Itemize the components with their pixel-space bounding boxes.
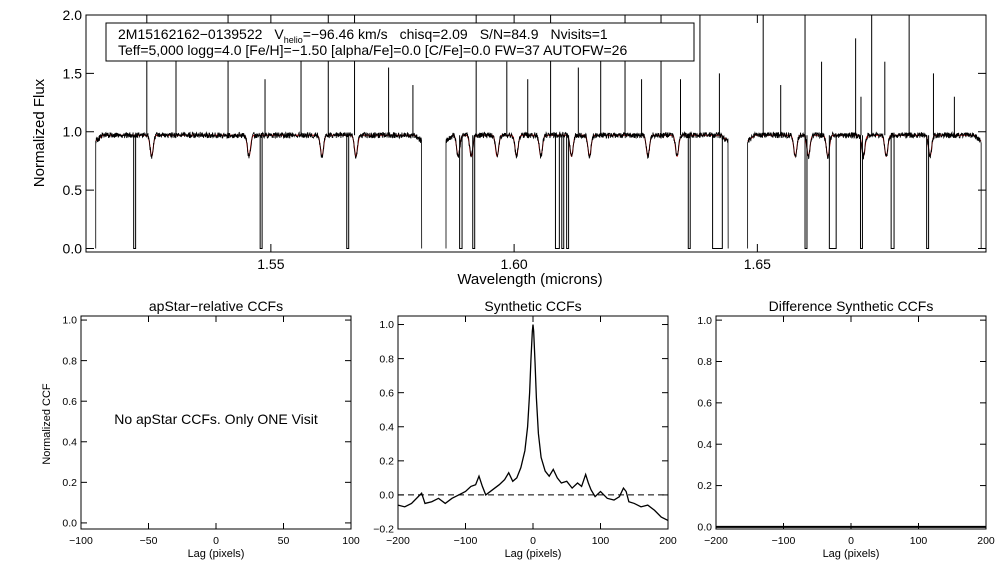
x-tick-label: −200 [704,535,728,547]
apstar-ccf-ticks: −100 −50 0 50 100 0.0 0.2 0.4 0.6 0.8 1.0 [62,315,360,547]
x-tick-label: 0 [213,535,219,547]
flux-dropout [346,135,350,249]
y-tick-label: 0.0 [63,240,83,256]
y-tick-label: 0.4 [697,439,712,451]
x-tick-label: 100 [342,535,360,547]
legend-vhelio-symbol: V [274,26,284,42]
flux-dropout [566,135,570,249]
y-tick-label: 0.5 [63,182,83,198]
spectrum-x-axis-label: Wavelength (microns) [457,271,602,288]
y-tick-label: 0.4 [379,421,394,433]
difference-ccf-axes-frame [715,315,987,530]
x-tick-label: 1.65 [744,256,771,272]
y-tick-label: 0.0 [379,490,394,502]
difference-ccf-panel: −200 −100 0 100 200 0.0 0.2 0.4 0.6 0.8 1.0 Differ… [697,298,995,560]
legend-vhelio-value: =−96.46 km/s [303,26,388,42]
legend-chisq: chisq=2.09 [400,26,468,42]
synthetic-ccf-panel: −200 −100 0 100 200 −0.2 0.0 0.2 0.4 0.6 0.8 1.0 Sy… [373,298,677,560]
flux-dropout [804,135,808,249]
synthetic-ccf-title: Synthetic CCFs [484,298,581,314]
flux-dropout [561,135,565,249]
x-tick-label: −100 [69,535,93,547]
synthetic-ccf-ticks: −200 −100 0 100 200 −0.2 0.0 0.2 0.4 0.6 0.8 1.0 [373,316,677,547]
legend-star-id: 2M15162162−0139522 [118,26,263,42]
synthetic-model-line [95,134,422,158]
x-tick-label: 200 [977,535,995,547]
x-tick-label: 100 [592,535,610,547]
x-tick-label: 0 [848,535,854,547]
apstar-ccf-x-axis-label: Lag (pixels) [188,548,245,560]
x-tick-label: 50 [278,535,290,547]
flux-dropout [926,135,930,249]
flux-dropout [890,135,895,249]
y-tick-label: 0.6 [379,387,394,399]
y-tick-label: 0.8 [62,355,77,367]
x-tick-label: −200 [386,535,410,547]
y-tick-label: 0.0 [697,522,712,534]
y-tick-label: 1.0 [697,315,712,327]
legend-nvisits: Nvisits=1 [550,26,607,42]
difference-ccf-x-axis-label: Lag (pixels) [823,548,880,560]
y-tick-label: 0.8 [379,353,394,365]
legend-params-line: Teff=5,000 logg=4.0 [Fe/H]=−1.50 [alpha/… [118,42,627,58]
flux-dropout [859,135,863,249]
apstar-ccf-y-axis-label: Normalized CCF [41,383,53,465]
x-tick-label: −100 [454,535,478,547]
flux-dropout [828,135,837,249]
x-tick-label: 1.55 [257,256,284,272]
y-tick-label: 1.0 [63,124,83,140]
y-tick-label: 1.0 [379,319,394,331]
spectrum-axes-frame [85,14,987,253]
x-tick-label: −100 [772,535,796,547]
observed-spectrum-line [95,131,423,249]
spectrum-ticks: 1.55 1.60 1.65 0.0 0.5 1.0 1.5 2.0 [63,7,986,272]
synthetic-ccf-series-line [397,324,669,522]
y-tick-label: 1.0 [62,315,77,327]
synthetic-model-line [445,134,729,158]
no-ccf-message: No apStar CCFs. Only ONE Visit [114,411,318,427]
legend-snr: S/N=84.9 [480,26,539,42]
synthetic-ccf-x-axis-label: Lag (pixels) [505,548,562,560]
y-tick-label: 0.6 [62,396,77,408]
y-tick-label: −0.2 [373,524,394,536]
flux-dropout [259,135,263,249]
legend-line-1: 2M15162162−0139522 Vhelio=−96.46 km/s chis… [118,26,608,45]
apstar-ccf-title: apStar−relative CCFs [149,298,283,314]
flux-dropout [459,135,463,249]
y-tick-label: 0.2 [379,456,394,468]
flux-dropout [133,135,137,249]
flux-dropout [472,135,476,249]
x-tick-label: 1.60 [500,256,527,272]
spectrum-legend: 2M15162162−0139522 Vhelio=−96.46 km/s chis… [105,22,695,62]
observed-spectrum-line [747,130,982,249]
x-tick-label: −50 [140,535,158,547]
difference-ccf-ticks: −200 −100 0 100 200 0.0 0.2 0.4 0.6 0.8 1.0 [697,315,995,547]
y-tick-label: 0.2 [62,477,77,489]
legend-box [105,22,695,62]
y-tick-label: 2.0 [63,7,83,23]
spectrum-panel: 1.55 1.60 1.65 0.0 0.5 1.0 1.5 2.0 Wavelength (… [31,7,987,288]
spectrum-y-axis-label: Normalized Flux [31,78,48,187]
apstar-ccf-panel: −100 −50 0 50 100 0.0 0.2 0.4 0.6 0.8 1.0 apStar−r… [41,298,360,560]
y-tick-label: 1.5 [63,65,83,81]
x-tick-label: 200 [659,535,677,547]
observed-spectrum-line [445,131,729,249]
spectrum-series [95,15,982,249]
legend-vhelio-subscript: helio [284,35,303,45]
difference-ccf-title: Difference Synthetic CCFs [769,298,934,314]
flux-dropout [554,135,560,249]
y-tick-label: 0.6 [697,398,712,410]
x-tick-label: 100 [910,535,928,547]
flux-dropout [687,135,691,249]
y-tick-label: 0.0 [62,518,77,530]
y-tick-label: 0.2 [697,480,712,492]
x-tick-label: 0 [530,535,536,547]
y-tick-label: 0.8 [697,356,712,368]
flux-dropout [712,135,723,249]
y-tick-label: 0.4 [62,436,77,448]
